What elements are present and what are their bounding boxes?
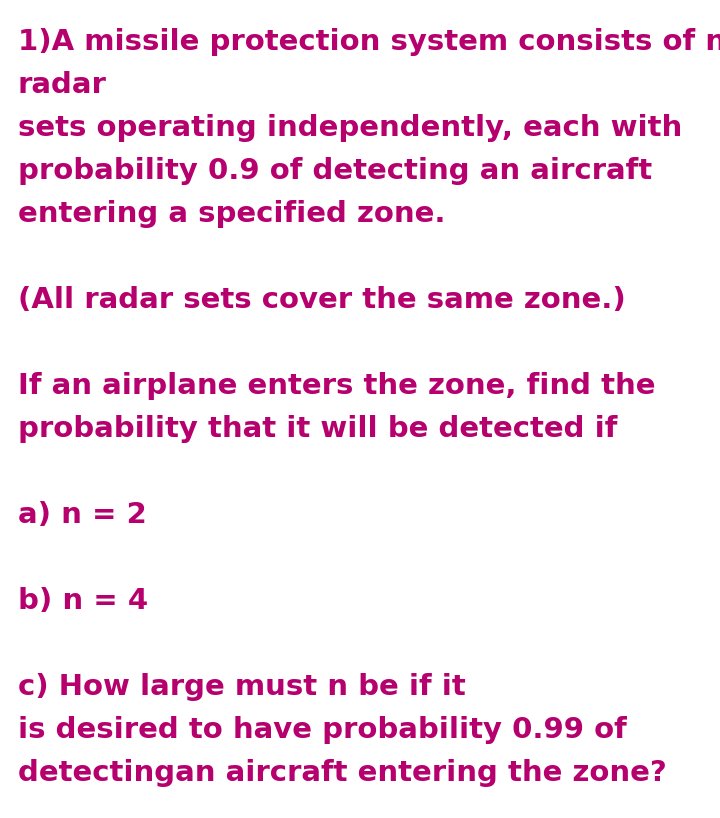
- Text: b) n = 4: b) n = 4: [18, 587, 148, 615]
- Text: If an airplane enters the zone, find the: If an airplane enters the zone, find the: [18, 372, 655, 400]
- Text: 1)A missile protection system consists of n: 1)A missile protection system consists o…: [18, 28, 720, 56]
- Text: sets operating independently, each with: sets operating independently, each with: [18, 114, 683, 142]
- Text: radar: radar: [18, 71, 107, 99]
- Text: probability that it will be detected if: probability that it will be detected if: [18, 415, 617, 443]
- Text: c) How large must n be if it: c) How large must n be if it: [18, 673, 466, 701]
- Text: entering a specified zone.: entering a specified zone.: [18, 200, 446, 228]
- Text: a) n = 2: a) n = 2: [18, 501, 147, 529]
- Text: (All radar sets cover the same zone.): (All radar sets cover the same zone.): [18, 286, 626, 314]
- Text: probability 0.9 of detecting an aircraft: probability 0.9 of detecting an aircraft: [18, 157, 652, 185]
- Text: detectingan aircraft entering the zone?: detectingan aircraft entering the zone?: [18, 759, 667, 787]
- Text: is desired to have probability 0.99 of: is desired to have probability 0.99 of: [18, 716, 626, 744]
